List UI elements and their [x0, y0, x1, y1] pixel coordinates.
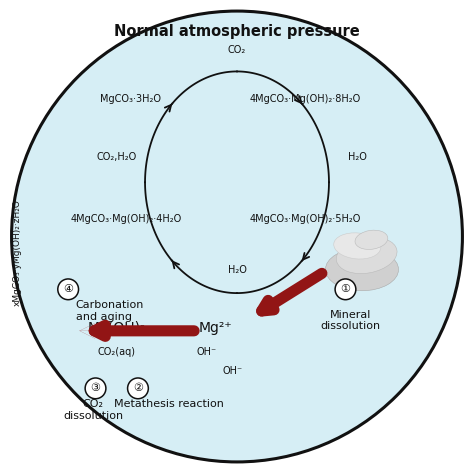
Text: 4MgCO₃·Mg(OH)₂·5H₂O: 4MgCO₃·Mg(OH)₂·5H₂O [250, 214, 361, 224]
Text: ④: ④ [63, 284, 73, 294]
Text: ③: ③ [91, 383, 100, 394]
Text: Carbonation
and aging: Carbonation and aging [76, 300, 144, 322]
Circle shape [335, 279, 356, 300]
Text: CO₂(aq): CO₂(aq) [98, 347, 136, 357]
Text: ①: ① [340, 284, 350, 294]
Ellipse shape [355, 230, 388, 249]
Ellipse shape [334, 233, 381, 259]
Circle shape [11, 11, 463, 462]
Text: Mineral
dissolution: Mineral dissolution [320, 310, 380, 331]
Ellipse shape [326, 248, 399, 291]
Circle shape [58, 279, 79, 300]
Text: 4MgCO₃·Mg(OH)₂·8H₂O: 4MgCO₃·Mg(OH)₂·8H₂O [250, 94, 361, 104]
Ellipse shape [337, 237, 397, 273]
Text: H₂O: H₂O [348, 152, 367, 162]
Circle shape [85, 378, 106, 399]
Text: OH⁻: OH⁻ [196, 347, 217, 357]
Text: ②: ② [133, 383, 143, 394]
Text: Metathesis reaction: Metathesis reaction [114, 399, 224, 409]
Text: MgCO₃·3H₂O: MgCO₃·3H₂O [100, 94, 161, 104]
Circle shape [128, 378, 148, 399]
Text: CO₂
dissolution: CO₂ dissolution [63, 399, 123, 421]
Text: 4MgCO₃·Mg(OH)₂·4H₂O: 4MgCO₃·Mg(OH)₂·4H₂O [71, 214, 182, 224]
Text: CO₂,H₂O: CO₂,H₂O [97, 152, 137, 162]
Text: xMgCO₃·yMg(OH)₂·zH₂O: xMgCO₃·yMg(OH)₂·zH₂O [13, 200, 22, 307]
Text: CO₂: CO₂ [228, 45, 246, 55]
Text: Mg(OH)₂: Mg(OH)₂ [88, 322, 146, 335]
Text: H₂O: H₂O [228, 264, 246, 274]
Text: Mg²⁺: Mg²⁺ [199, 322, 233, 335]
Text: OH⁻: OH⁻ [222, 366, 242, 376]
Text: Normal atmospheric pressure: Normal atmospheric pressure [114, 24, 360, 39]
